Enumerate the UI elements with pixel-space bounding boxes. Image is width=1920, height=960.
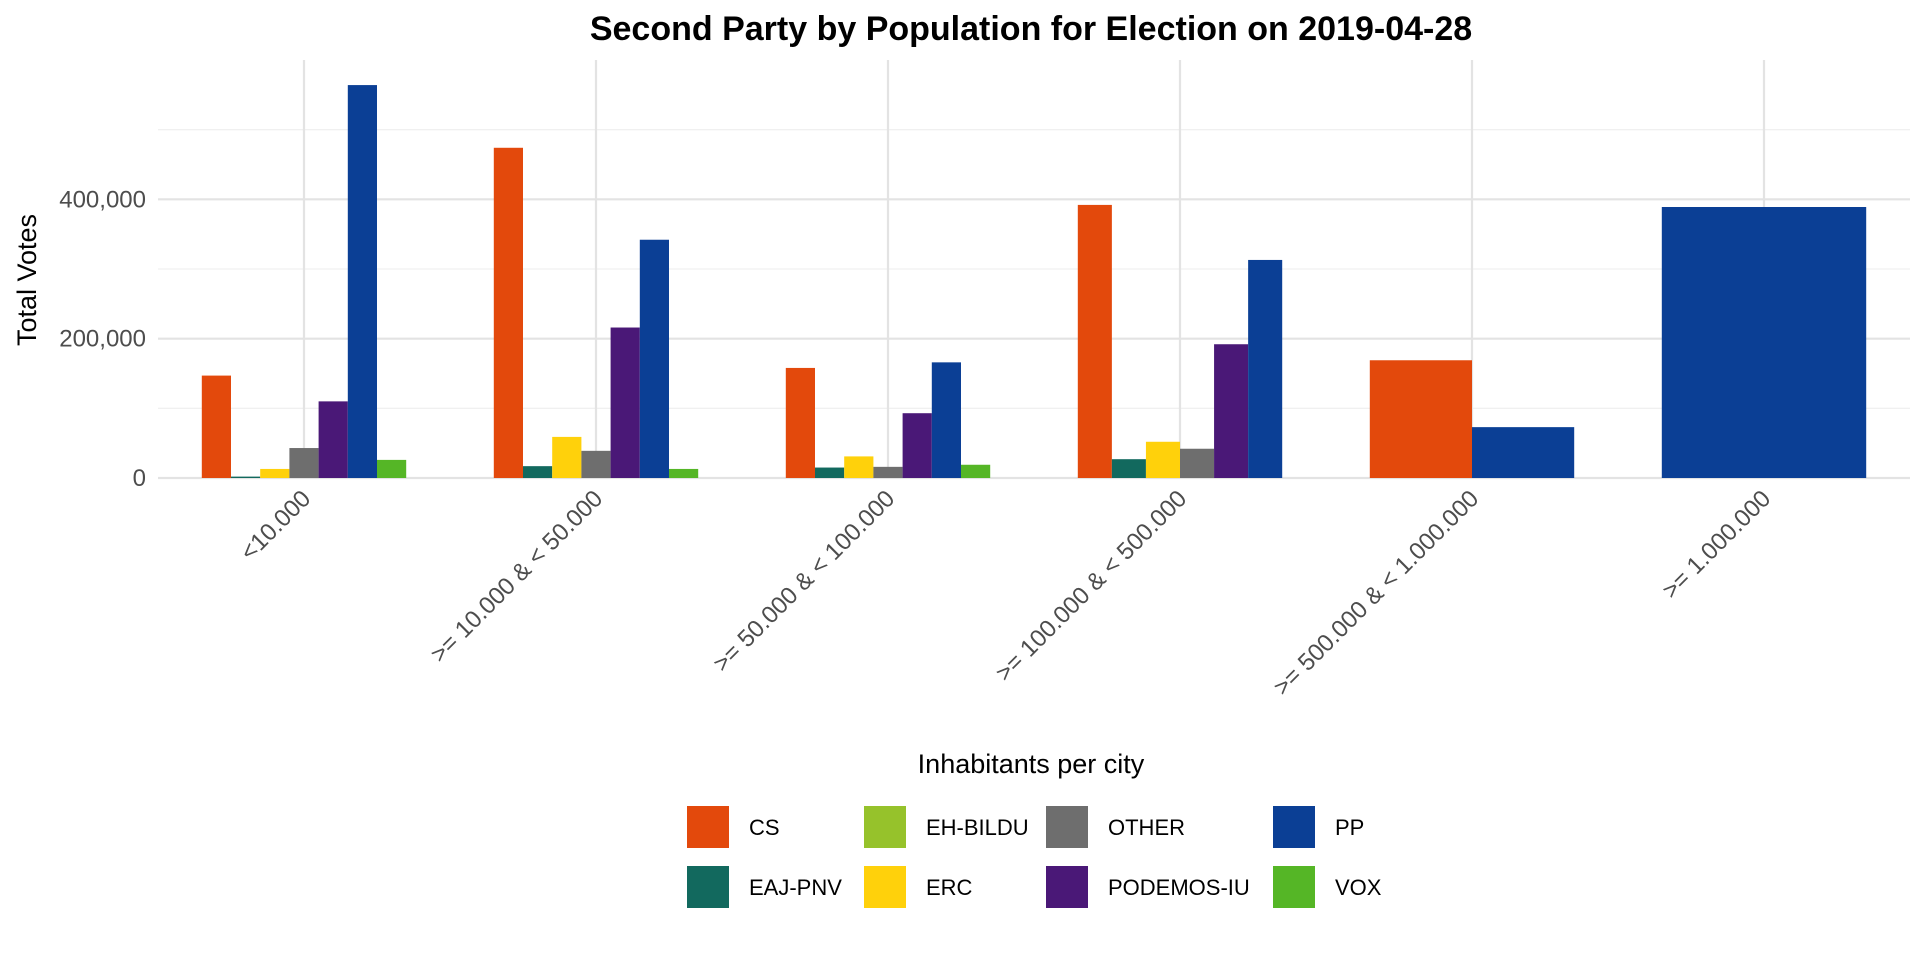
x-tick-label: >= 500.000 & < 1.000.000 (1268, 485, 1484, 701)
bar-eaj-pnv-0 (231, 476, 261, 478)
chart-title: Second Party by Population for Election … (590, 10, 1472, 48)
x-tick-label: <10.000 (235, 485, 316, 566)
bar-vox-0 (377, 459, 407, 478)
bar-pp-0 (347, 85, 377, 478)
bar-pp-2 (931, 362, 961, 478)
bar-cs-4 (1369, 360, 1472, 478)
bar-erc-3 (1145, 441, 1180, 478)
y-tick-label: 400,000 (59, 186, 146, 213)
bars-layer (201, 85, 1867, 478)
x-tick-label: >= 100.000 & < 500.000 (991, 485, 1193, 687)
bar-pp-4 (1472, 427, 1575, 478)
bar-erc-0 (260, 468, 290, 478)
legend-key-erc (864, 866, 906, 908)
bar-podemos-iu-2 (902, 413, 932, 478)
x-tick-label: >= 1.000.000 (1657, 485, 1776, 604)
legend-key-other (1046, 806, 1088, 848)
bar-podemos-iu-1 (610, 327, 640, 478)
legend-key-cs (687, 806, 729, 848)
x-tick-label: >= 50.000 & < 100.000 (708, 485, 900, 677)
legend: CS EAJ-PNV EH-BILDU ERC OTHER PODEMOS-IU PP VOX (687, 806, 1382, 908)
bar-other-1 (581, 450, 611, 478)
bar-cs-2 (785, 367, 815, 478)
bar-other-2 (873, 466, 903, 478)
legend-label-pp: PP (1335, 815, 1364, 840)
legend-key-podemos-iu (1046, 866, 1088, 908)
legend-label-erc: ERC (926, 875, 973, 900)
legend-label-other: OTHER (1108, 815, 1185, 840)
bar-cs-3 (1077, 204, 1112, 478)
bar-vox-2 (961, 464, 991, 478)
legend-label-eh-bildu: EH-BILDU (926, 815, 1029, 840)
bar-cs-0 (201, 375, 231, 478)
y-axis-title: Total Votes (12, 214, 42, 346)
bar-vox-1 (669, 468, 699, 478)
legend-key-vox (1273, 866, 1315, 908)
y-tick-label: 0 (133, 465, 146, 492)
legend-label-vox: VOX (1335, 875, 1382, 900)
x-axis-title: Inhabitants per city (918, 749, 1145, 779)
bar-other-3 (1180, 448, 1215, 478)
legend-key-pp (1273, 806, 1315, 848)
bar-pp-3 (1248, 259, 1283, 478)
bar-eaj-pnv-2 (815, 467, 845, 478)
legend-label-podemos-iu: PODEMOS-IU (1108, 875, 1250, 900)
bar-eaj-pnv-3 (1111, 459, 1146, 478)
bar-erc-1 (552, 436, 582, 478)
legend-key-eh-bildu (864, 806, 906, 848)
bar-erc-2 (844, 456, 874, 478)
legend-key-eaj-pnv (687, 866, 729, 908)
bar-cs-1 (493, 147, 523, 478)
grid-layer (158, 60, 1910, 480)
bar-pp-1 (639, 239, 669, 478)
bar-other-0 (289, 448, 319, 478)
bar-pp-5 (1661, 207, 1867, 478)
x-tick-label: >= 10.000 & < 50.000 (425, 485, 608, 668)
y-tick-label: 200,000 (59, 326, 146, 353)
legend-label-eaj-pnv: EAJ-PNV (749, 875, 842, 900)
legend-label-cs: CS (749, 815, 780, 840)
bar-podemos-iu-3 (1214, 344, 1249, 478)
bar-podemos-iu-0 (318, 401, 348, 478)
bar-eaj-pnv-1 (523, 466, 553, 478)
